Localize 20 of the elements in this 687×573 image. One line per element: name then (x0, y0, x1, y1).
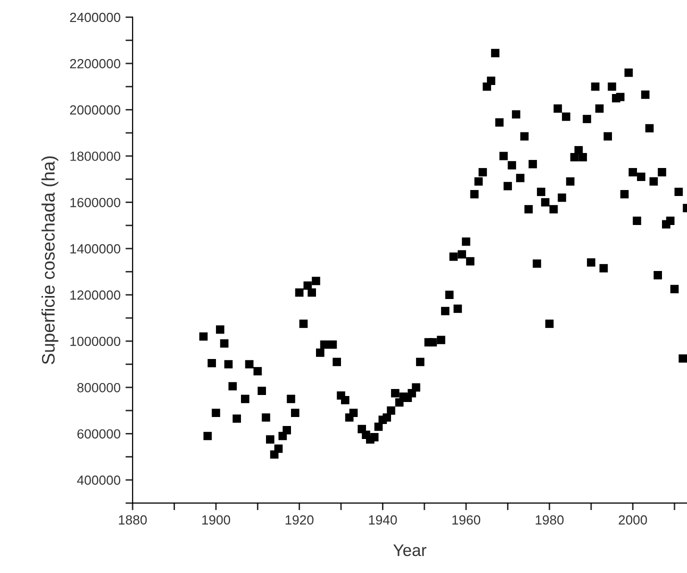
y-tick-label: 1200000 (70, 290, 120, 300)
x-tick-label: 1980 (536, 515, 564, 525)
x-tick-label: 1920 (286, 515, 314, 525)
y-axis-title: Superficie cosechada (ha) (41, 156, 58, 364)
x-tick-label: 1940 (369, 515, 397, 525)
y-tick-label: 800000 (77, 382, 120, 392)
x-tick-label: 1900 (202, 515, 230, 525)
x-tick-label: 2000 (618, 515, 647, 525)
x-axis-title: Year (393, 544, 426, 556)
y-tick-label: 2200000 (70, 59, 120, 68)
y-tick-label: 1800000 (70, 152, 120, 161)
y-tick-label: 400000 (77, 476, 120, 485)
y-tick-label: 2400000 (70, 12, 120, 22)
x-tick-label: 1960 (452, 515, 480, 525)
y-tick-label: 1400000 (70, 244, 120, 254)
y-tick-label: 1000000 (70, 336, 120, 346)
y-tick-label: 600000 (77, 429, 120, 439)
x-tick-label: 1880 (118, 515, 147, 525)
y-tick-label: 2000000 (70, 105, 120, 115)
y-tick-label: 1600000 (70, 198, 120, 208)
